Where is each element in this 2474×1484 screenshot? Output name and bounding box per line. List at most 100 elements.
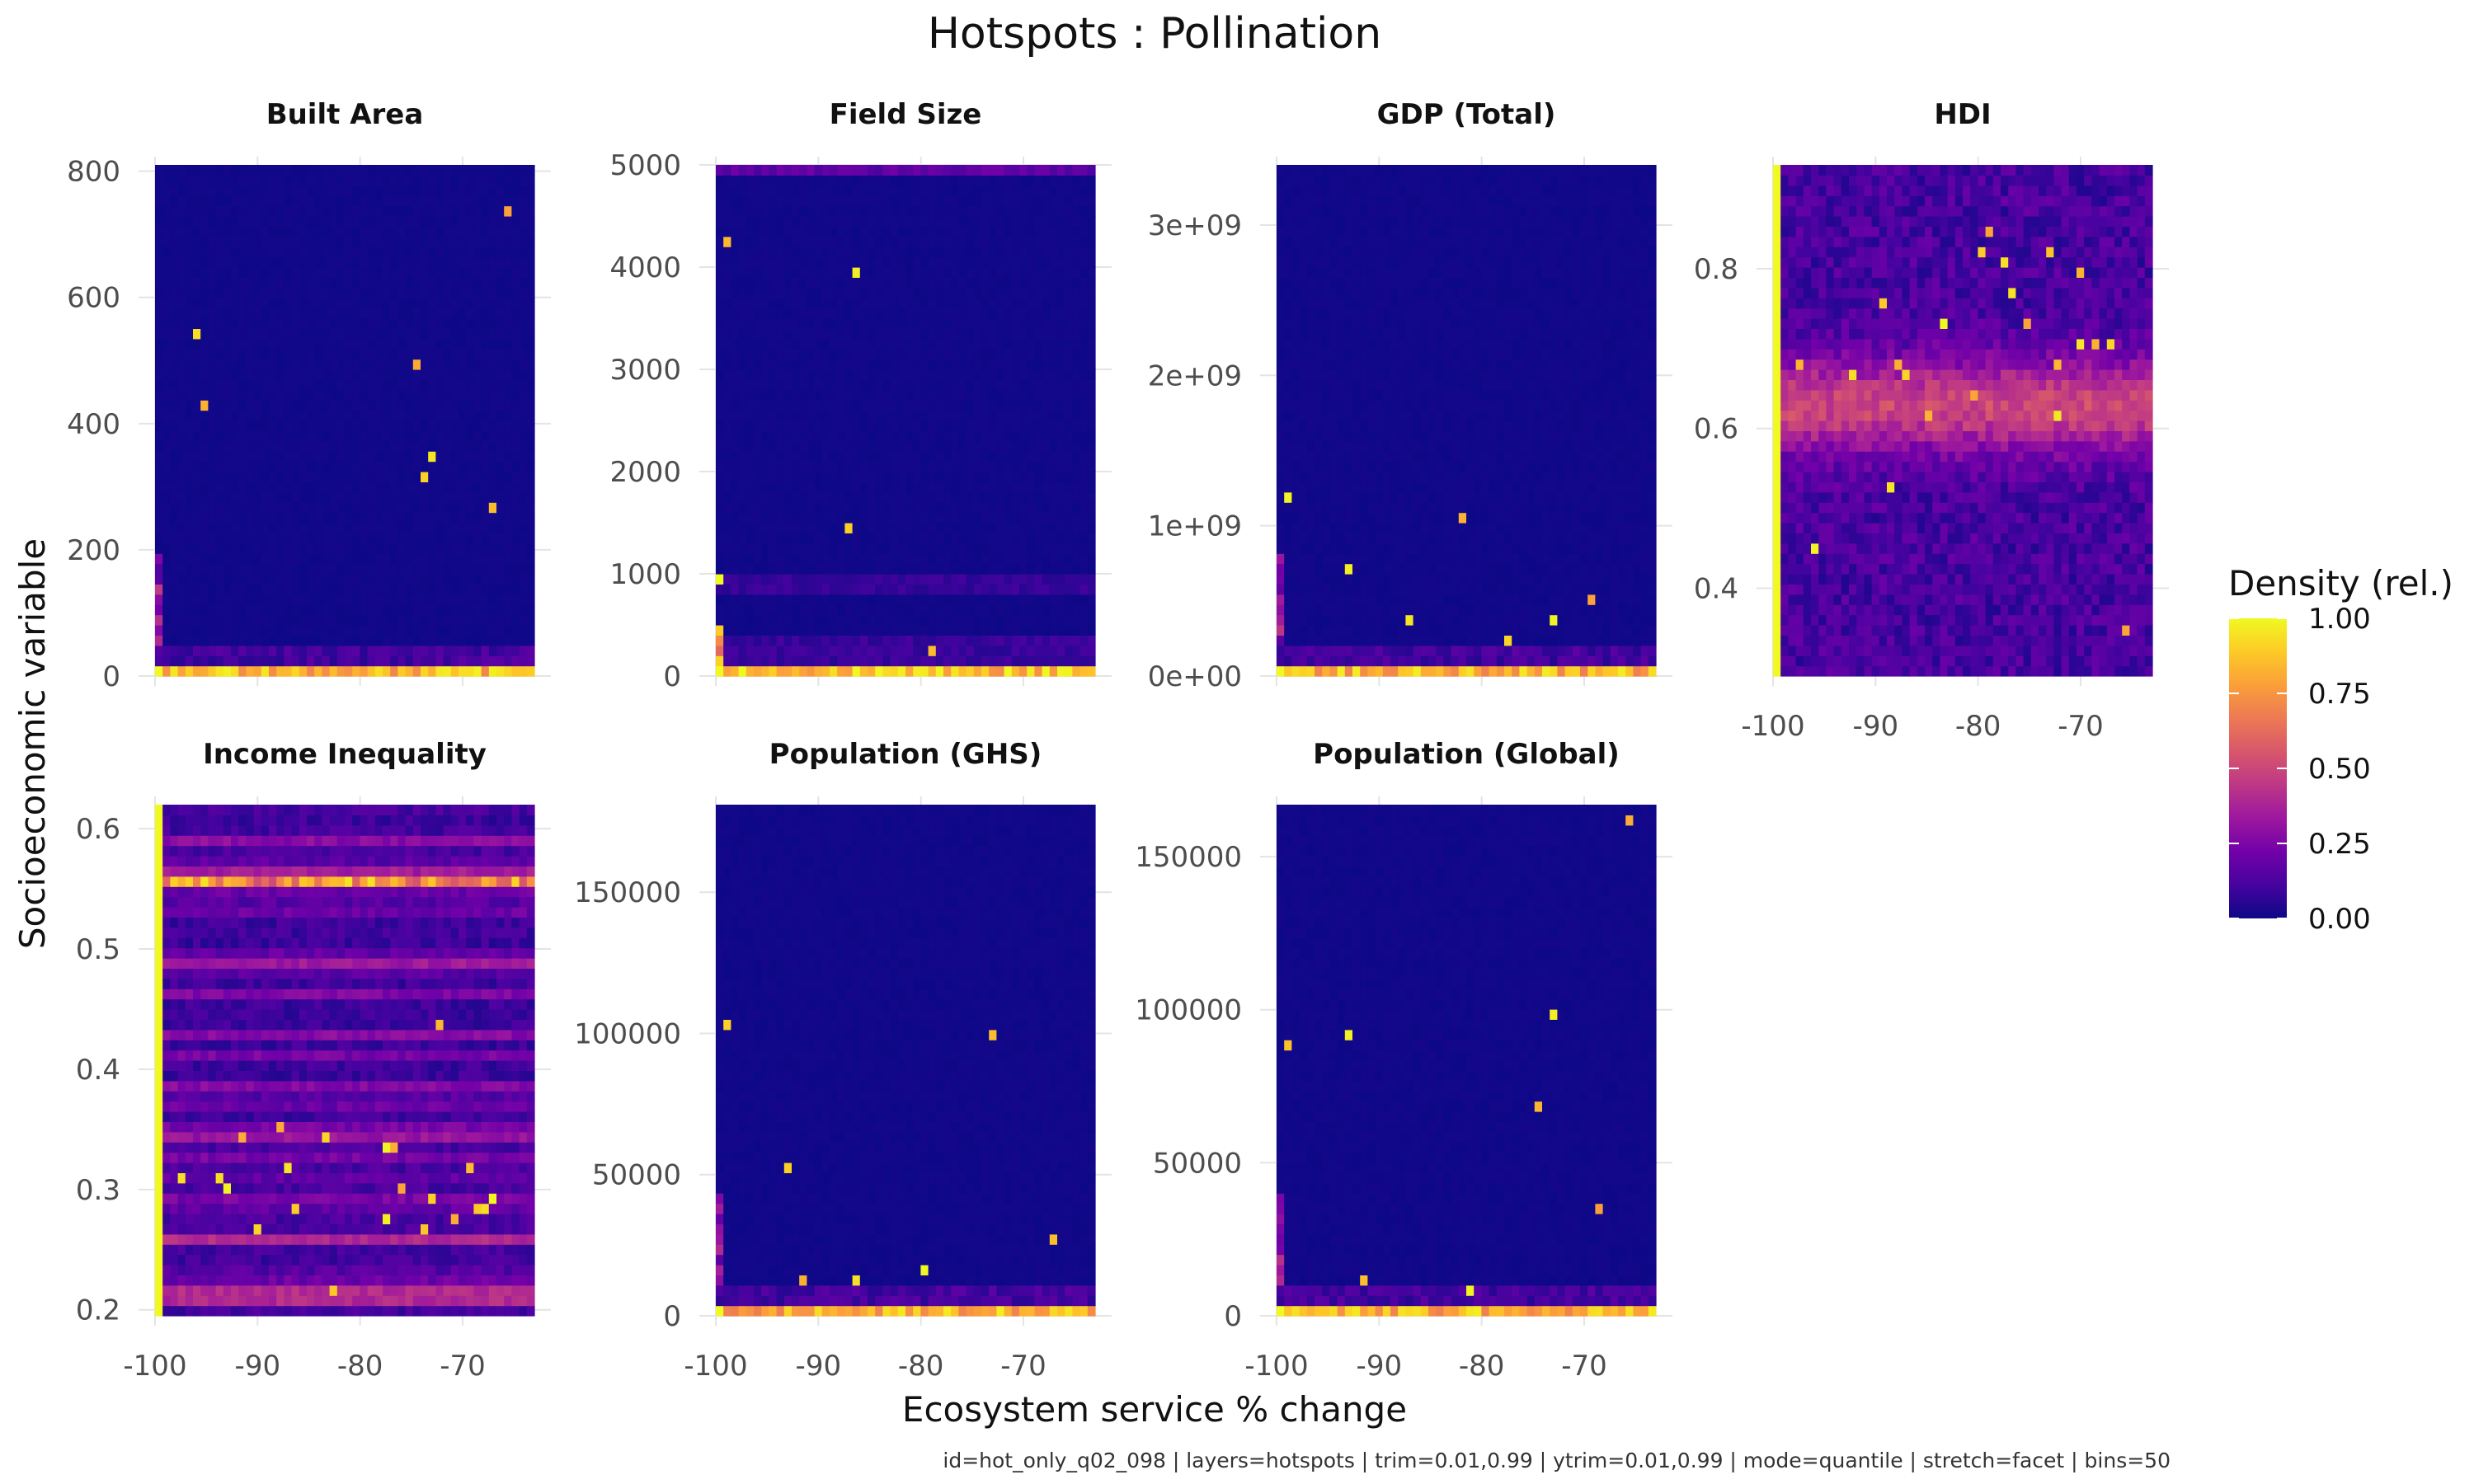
heatmap-cell bbox=[853, 574, 861, 585]
heatmap-cell bbox=[466, 216, 474, 227]
heatmap-cell bbox=[996, 411, 1004, 421]
heatmap-cell bbox=[496, 390, 505, 401]
heatmap-cell bbox=[155, 359, 163, 370]
heatmap-cell bbox=[208, 411, 216, 421]
heatmap-cell bbox=[527, 308, 535, 319]
heatmap-cell bbox=[451, 349, 459, 359]
heatmap-cell bbox=[444, 420, 452, 431]
heatmap-cell bbox=[473, 625, 482, 636]
heatmap-cell bbox=[170, 666, 178, 677]
heatmap-cell bbox=[473, 390, 482, 401]
heatmap-cell bbox=[1042, 462, 1051, 472]
heatmap-cell bbox=[920, 277, 929, 288]
heatmap-cell bbox=[807, 298, 815, 308]
heatmap-cell bbox=[913, 206, 921, 217]
heatmap-cell bbox=[974, 400, 982, 411]
heatmap-cell bbox=[769, 564, 777, 575]
heatmap-cell bbox=[473, 369, 482, 380]
heatmap-cell bbox=[739, 411, 747, 421]
heatmap-cell bbox=[807, 206, 815, 217]
heatmap-cell bbox=[421, 318, 429, 329]
heatmap-cell bbox=[860, 318, 868, 329]
heatmap-cell bbox=[882, 328, 891, 339]
heatmap-cell bbox=[784, 247, 793, 257]
heatmap-cell bbox=[276, 369, 285, 380]
heatmap-cell bbox=[489, 502, 497, 513]
heatmap-cell bbox=[777, 574, 785, 585]
heatmap-cell bbox=[511, 186, 520, 196]
heatmap-cell bbox=[413, 492, 421, 503]
heatmap-cell bbox=[527, 400, 535, 411]
heatmap-cell bbox=[200, 574, 209, 585]
heatmap-cell bbox=[739, 472, 747, 482]
heatmap-cell bbox=[815, 247, 823, 257]
heatmap-cell bbox=[830, 502, 838, 513]
heatmap-cell bbox=[511, 369, 520, 380]
heatmap-cell bbox=[254, 472, 262, 482]
heatmap-cell bbox=[1019, 400, 1028, 411]
heatmap-cell bbox=[299, 237, 308, 247]
heatmap-cell bbox=[920, 420, 929, 431]
heatmap-cell bbox=[739, 513, 747, 524]
heatmap-cell bbox=[496, 553, 505, 564]
heatmap-cell bbox=[413, 615, 421, 626]
heatmap-cell bbox=[155, 186, 163, 196]
heatmap-cell bbox=[451, 481, 459, 492]
heatmap-cell bbox=[746, 441, 755, 452]
heatmap-cell bbox=[238, 655, 247, 666]
heatmap-cell bbox=[307, 646, 315, 656]
heatmap-cell bbox=[345, 492, 353, 503]
heatmap-cell bbox=[459, 451, 467, 462]
heatmap-cell bbox=[352, 604, 360, 615]
heatmap-cell bbox=[482, 369, 490, 380]
heatmap-cell bbox=[178, 175, 186, 186]
heatmap-cell bbox=[299, 655, 308, 666]
heatmap-cell bbox=[155, 267, 163, 278]
heatmap-cell bbox=[482, 646, 490, 656]
heatmap-cell bbox=[208, 666, 216, 677]
heatmap-cell bbox=[943, 411, 952, 421]
heatmap-cell bbox=[216, 369, 224, 380]
heatmap-cell bbox=[1050, 411, 1058, 421]
heatmap-cell bbox=[322, 533, 330, 543]
heatmap-cell bbox=[1050, 359, 1058, 370]
heatmap-cell bbox=[1012, 288, 1020, 298]
heatmap-cell bbox=[1080, 369, 1089, 380]
heatmap-cell bbox=[451, 472, 459, 482]
heatmap-cell bbox=[314, 420, 322, 431]
heatmap-cell bbox=[155, 400, 163, 411]
heatmap-cell bbox=[981, 553, 990, 564]
heatmap-cell bbox=[421, 165, 429, 176]
heatmap-cell bbox=[473, 441, 482, 452]
heatmap-cell bbox=[822, 369, 830, 380]
heatmap-cell bbox=[951, 481, 959, 492]
heatmap-cell bbox=[1072, 379, 1080, 390]
heatmap-cell bbox=[444, 615, 452, 626]
heatmap-cell bbox=[731, 216, 739, 227]
heatmap-cell bbox=[489, 492, 497, 503]
heatmap-cell bbox=[844, 604, 853, 615]
heatmap-cell bbox=[473, 226, 482, 237]
heatmap-cell bbox=[1004, 615, 1013, 626]
heatmap-cell bbox=[792, 318, 800, 329]
heatmap-cell bbox=[231, 298, 239, 308]
heatmap-cell bbox=[716, 666, 724, 677]
heatmap-cell bbox=[413, 206, 421, 217]
heatmap-cell bbox=[345, 277, 353, 288]
heatmap-cell bbox=[269, 165, 277, 176]
heatmap-cell bbox=[799, 308, 807, 319]
heatmap-cell bbox=[784, 584, 793, 594]
heatmap-cell bbox=[216, 604, 224, 615]
heatmap-cell bbox=[807, 175, 815, 186]
heatmap-cell bbox=[1057, 288, 1065, 298]
heatmap-cell bbox=[1034, 400, 1042, 411]
heatmap-cell bbox=[269, 594, 277, 605]
heatmap-cell bbox=[299, 349, 308, 359]
heatmap-cell bbox=[527, 237, 535, 247]
heatmap-cell bbox=[435, 594, 444, 605]
heatmap-cell bbox=[397, 584, 406, 594]
heatmap-cell bbox=[936, 288, 944, 298]
heatmap-cell bbox=[504, 553, 512, 564]
heatmap-cell bbox=[891, 390, 899, 401]
heatmap-cell bbox=[482, 584, 490, 594]
